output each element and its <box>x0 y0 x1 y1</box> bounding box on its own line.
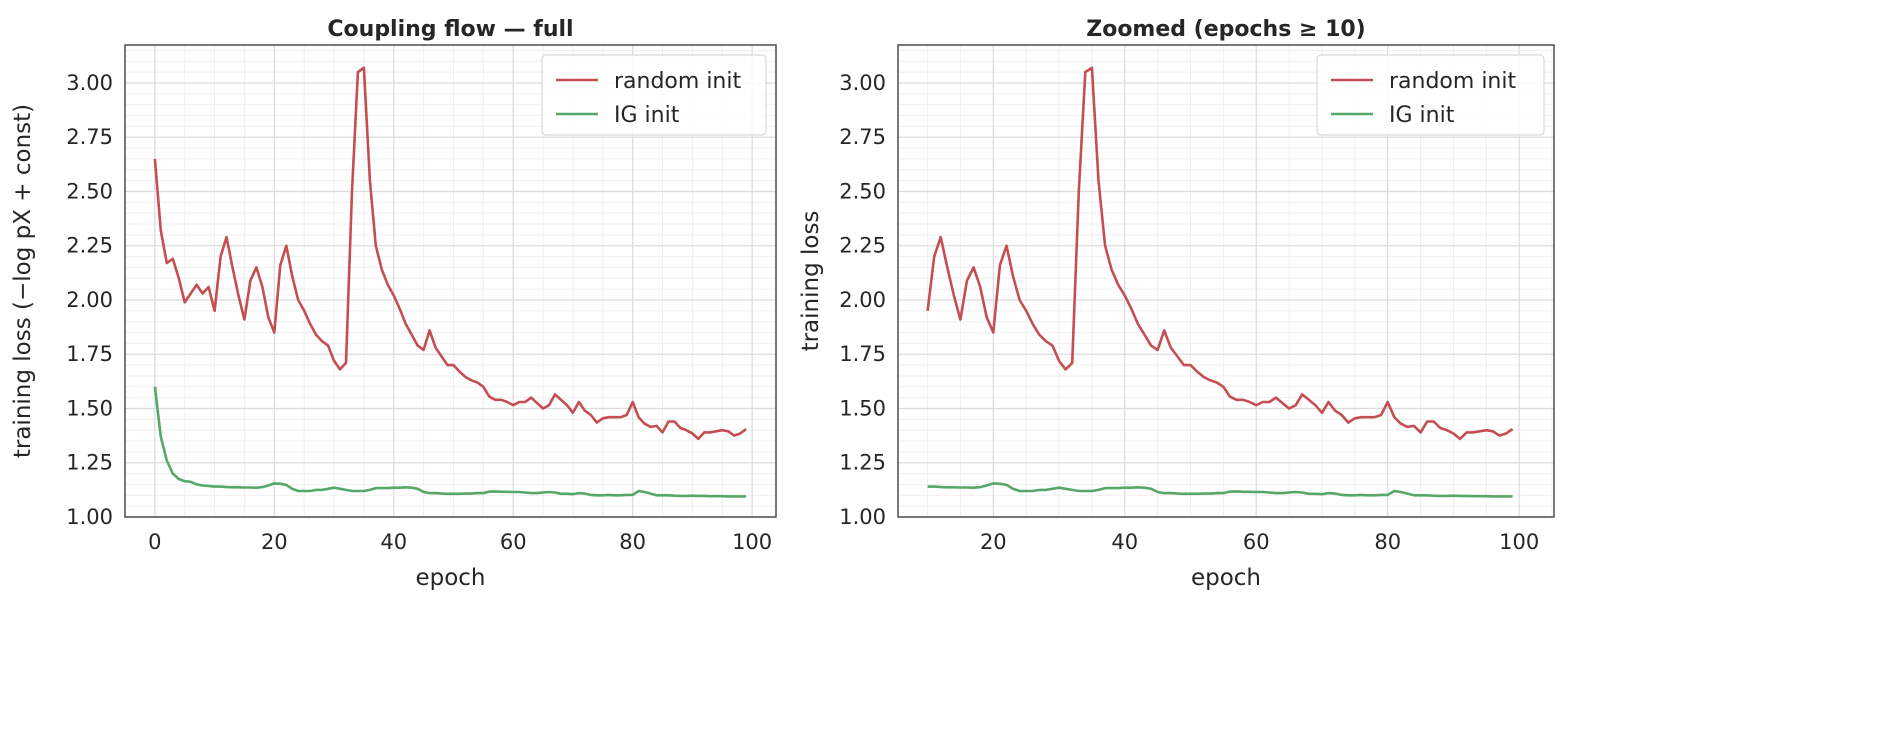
series-line-random-init <box>153 66 747 441</box>
x-tick-label: 60 <box>500 530 527 554</box>
x-tick-label: 40 <box>1111 530 1138 554</box>
y-tick-label: 2.75 <box>66 125 113 149</box>
y-tick-label: 2.00 <box>839 288 886 312</box>
y-tick-label: 1.00 <box>839 505 886 529</box>
plot-frame <box>897 44 1555 518</box>
x-tick-label: 100 <box>732 530 772 554</box>
legend-box <box>1316 54 1545 136</box>
y-tick-label: 1.00 <box>66 505 113 529</box>
x-tick-label: 40 <box>380 530 407 554</box>
x-axis-label: epoch <box>415 565 485 591</box>
legend-label: IG init <box>614 103 680 128</box>
series-line-random-init <box>926 66 1514 441</box>
y-tick-label: 1.75 <box>66 342 113 366</box>
legend-label: IG init <box>1389 103 1455 128</box>
x-tick-label: 20 <box>261 530 288 554</box>
x-tick-label: 80 <box>1374 530 1401 554</box>
y-axis-label: training loss (−log pX + const) <box>10 104 36 458</box>
chart-0: 1.00 1.25 1.50 1.75 2.00 2.25 2.50 2.75 3.00 0 20 4… <box>10 17 777 591</box>
y-tick-label: 2.25 <box>66 234 113 258</box>
y-tick-label: 1.50 <box>839 396 886 420</box>
y-tick-label: 3.00 <box>66 71 113 95</box>
legend-label: random init <box>1389 69 1516 94</box>
chart-title: Zoomed (epochs ≥ 10) <box>1086 17 1366 42</box>
y-tick-label: 1.25 <box>839 451 886 475</box>
y-tick-label: 2.25 <box>839 234 886 258</box>
y-tick-label: 1.75 <box>839 342 886 366</box>
y-tick-label: 2.00 <box>66 288 113 312</box>
y-tick-label: 2.75 <box>839 125 886 149</box>
y-tick-label: 1.25 <box>66 451 113 475</box>
series-line-IG-init <box>927 482 1513 498</box>
y-tick-label: 1.50 <box>66 396 113 420</box>
series-line-IG-init <box>153 386 747 498</box>
x-axis-label: epoch <box>1191 565 1261 591</box>
y-tick-label: 3.00 <box>839 71 886 95</box>
x-tick-label: 0 <box>148 530 161 554</box>
legend-label: random init <box>614 69 741 94</box>
y-tick-label: 2.50 <box>66 179 113 203</box>
legend: random init IG init <box>1316 54 1545 136</box>
legend: random init IG init <box>541 54 767 136</box>
chart-title: Coupling flow — full <box>327 17 573 42</box>
x-tick-label: 80 <box>619 530 646 554</box>
x-tick-label: 60 <box>1243 530 1270 554</box>
x-tick-label: 20 <box>980 530 1007 554</box>
x-tick-label: 100 <box>1499 530 1539 554</box>
chart-1: 1.00 1.25 1.50 1.75 2.00 2.25 2.50 2.75 3.00 20 40… <box>798 17 1555 591</box>
y-axis-label: training loss <box>798 211 824 352</box>
plot-frame <box>124 44 777 518</box>
y-tick-label: 2.50 <box>839 179 886 203</box>
